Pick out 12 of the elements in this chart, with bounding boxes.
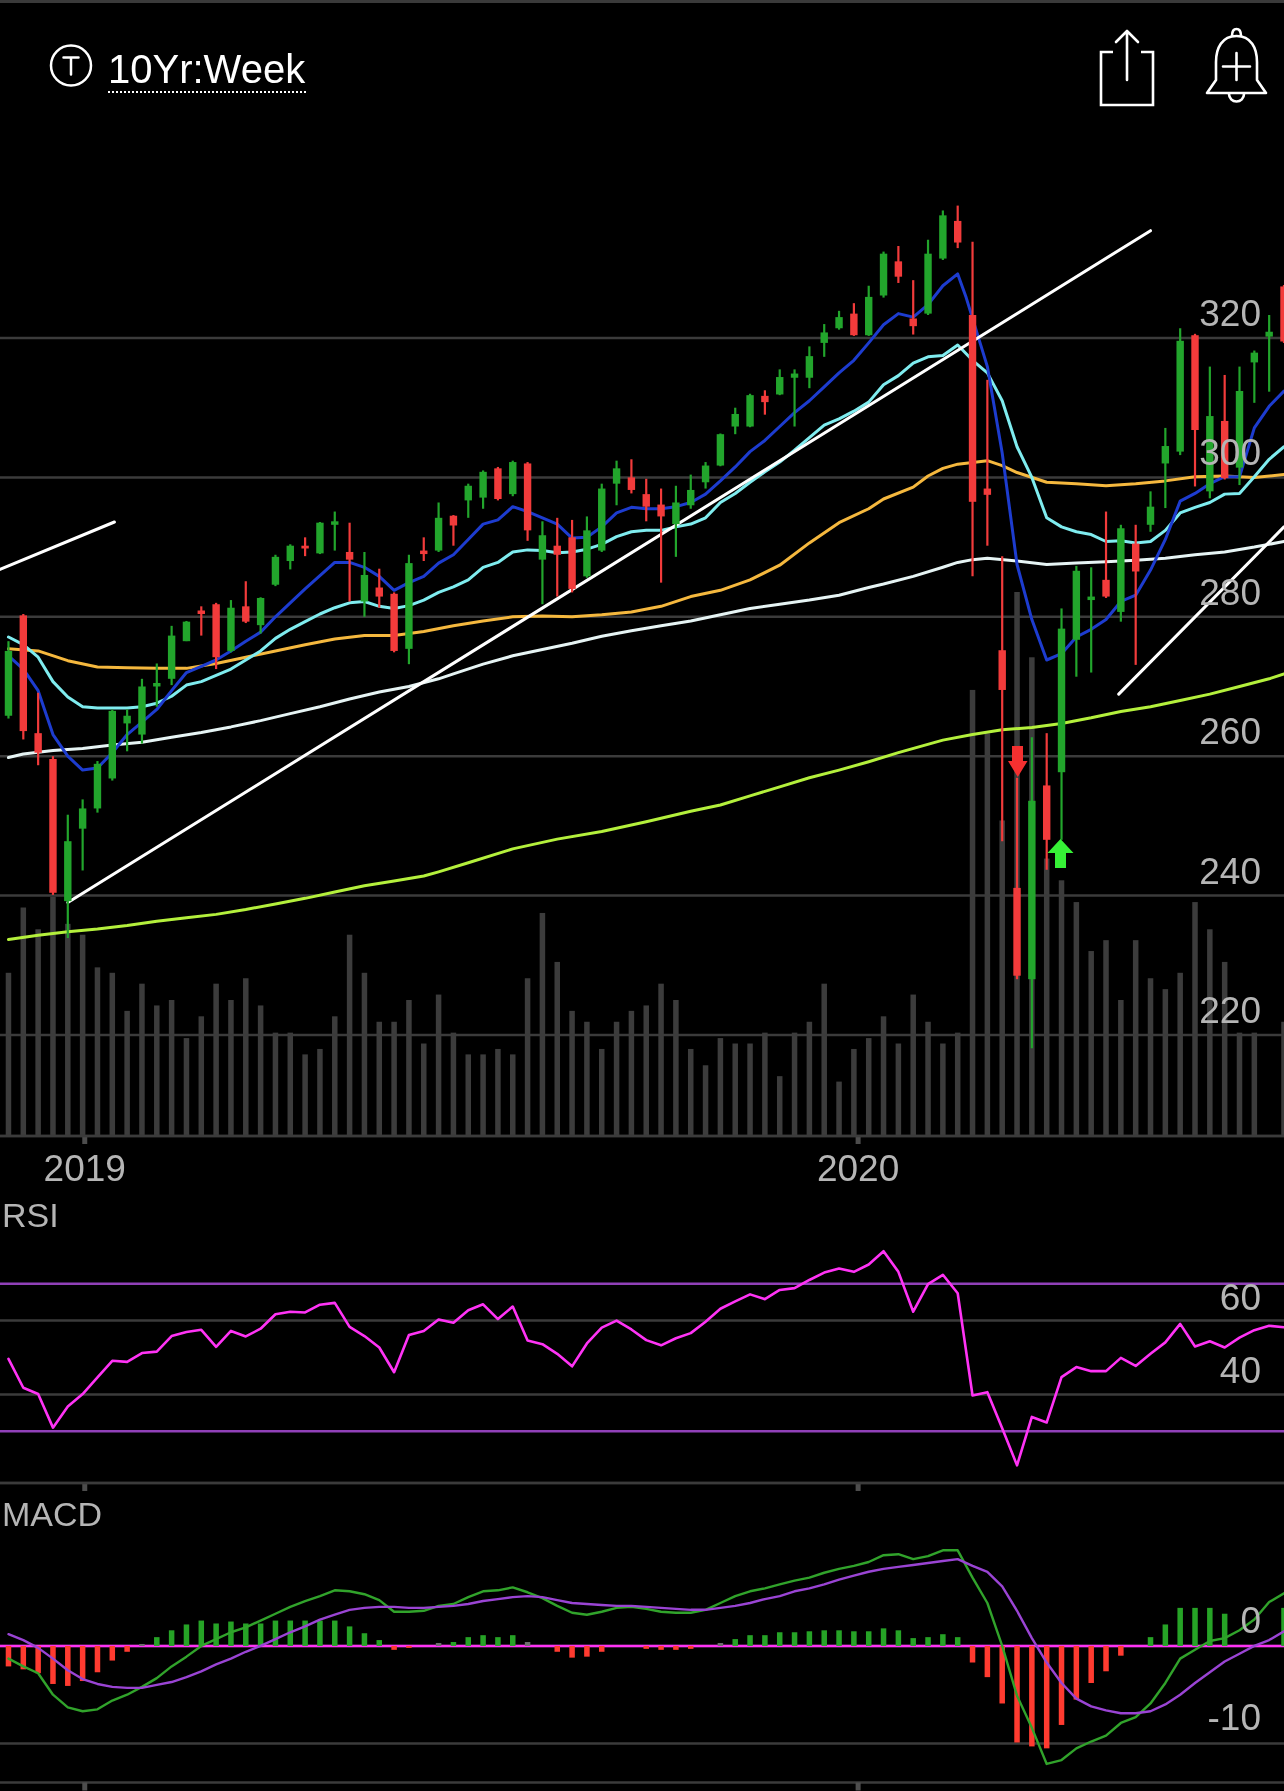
y-tick-label: -10 [1207,1697,1261,1739]
y-tick-label: 260 [1199,711,1261,753]
y-tick-label: 240 [1199,850,1261,892]
x-tick-label: 2020 [816,1148,900,1189]
y-tick-label: 60 [1219,1276,1261,1318]
x-tick-label: 2019 [43,1148,126,1189]
text: 10Yr:Week [108,47,307,91]
y-tick-label: 220 [1199,989,1261,1031]
chart-title: MACD [2,1495,103,1533]
y-tick-label: 320 [1199,293,1261,335]
y-tick-label: 40 [1219,1350,1261,1392]
text: RSI [2,1196,59,1234]
